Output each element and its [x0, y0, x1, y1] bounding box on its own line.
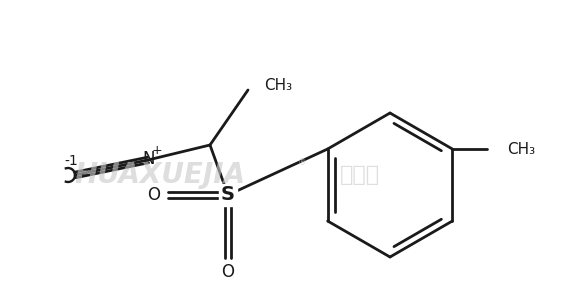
- Text: N: N: [143, 150, 155, 168]
- Text: S: S: [221, 185, 235, 205]
- Text: S: S: [221, 185, 235, 205]
- Text: O: O: [221, 263, 235, 281]
- Text: +: +: [152, 144, 162, 158]
- Text: CH₃: CH₃: [264, 78, 292, 93]
- Text: 化学加: 化学加: [340, 165, 380, 185]
- Text: HUAXUEJIA: HUAXUEJIA: [74, 161, 246, 189]
- Text: ®: ®: [298, 159, 306, 168]
- Text: -1: -1: [64, 154, 78, 168]
- Text: CH₃: CH₃: [507, 142, 535, 156]
- Text: O: O: [148, 186, 160, 204]
